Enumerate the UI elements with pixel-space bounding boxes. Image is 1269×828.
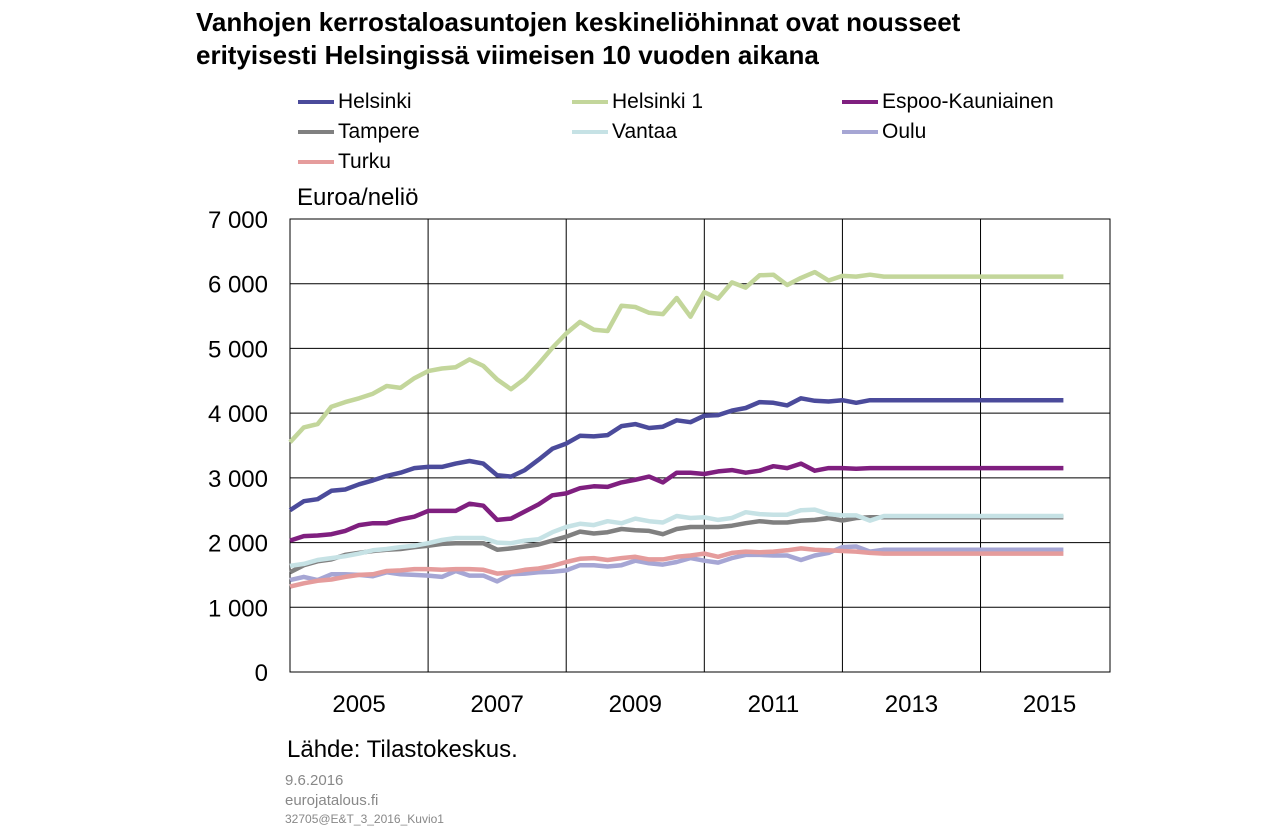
legend-swatch — [572, 100, 608, 104]
legend-label: Oulu — [882, 120, 927, 143]
x-tick-label: 2011 — [748, 691, 800, 718]
legend-item: Vantaa — [572, 117, 677, 147]
legend-label: Tampere — [338, 120, 420, 143]
source-note: Lähde: Tilastokeskus. — [287, 736, 518, 763]
legend-item: Turku — [298, 147, 391, 177]
series-line — [289, 507, 1064, 569]
y-tick-label: 5 000 — [208, 336, 268, 363]
y-tick-label: 2 000 — [208, 531, 268, 558]
legend-label: Vantaa — [612, 120, 677, 143]
x-tick-label: 2013 — [885, 691, 938, 718]
series-line — [288, 269, 1064, 444]
y-tick-label: 6 000 — [208, 272, 268, 299]
y-tick-label: 3 000 — [208, 466, 268, 493]
series-line — [289, 546, 1064, 589]
footer-code: 32705@E&T_3_2016_Kuvio1 — [285, 812, 444, 826]
footer-date: 9.6.2016 — [285, 772, 344, 789]
legend-item: Tampere — [298, 117, 420, 147]
legend-label: Helsinki — [338, 90, 412, 113]
y-tick-label: 7 000 — [208, 207, 268, 234]
plot-frame — [289, 218, 1111, 673]
legend-label: Helsinki 1 — [612, 90, 704, 113]
legend-label: Turku — [338, 150, 391, 173]
x-tick-label: 2007 — [470, 691, 523, 718]
legend-item: Espoo-Kauniainen — [842, 87, 1054, 117]
legend-swatch — [842, 130, 878, 134]
x-tick-label: 2015 — [1023, 691, 1076, 718]
y-axis-unit-label: Euroa/neliö — [297, 184, 419, 211]
legend-swatch — [572, 130, 608, 134]
chart-title-line-2: erityisesti Helsingissä viimeisen 10 vuo… — [196, 40, 819, 70]
legend-item: Helsinki — [298, 87, 412, 117]
chart-title: Vanhojen kerrostaloasuntojen keskineliöh… — [196, 6, 1126, 72]
legend-item: Helsinki 1 — [572, 87, 703, 117]
footer-site: eurojatalous.fi — [285, 792, 379, 809]
series-line — [289, 544, 1064, 584]
legend-item: Oulu — [842, 117, 926, 147]
legend-swatch — [298, 130, 334, 134]
x-tick-label: 2009 — [609, 691, 662, 718]
x-tick-label: 2005 — [332, 691, 385, 718]
y-tick-label: 4 000 — [208, 401, 268, 428]
chart-title-line-1: Vanhojen kerrostaloasuntojen keskineliöh… — [196, 7, 961, 37]
series-line — [288, 396, 1064, 513]
series-line — [289, 461, 1064, 543]
legend-swatch — [298, 160, 334, 164]
y-tick-label: 1 000 — [208, 595, 268, 622]
legend-swatch — [842, 100, 878, 104]
legend-label: Espoo-Kauniainen — [882, 90, 1054, 113]
legend-swatch — [298, 100, 334, 104]
y-tick-label: 0 — [255, 660, 268, 687]
